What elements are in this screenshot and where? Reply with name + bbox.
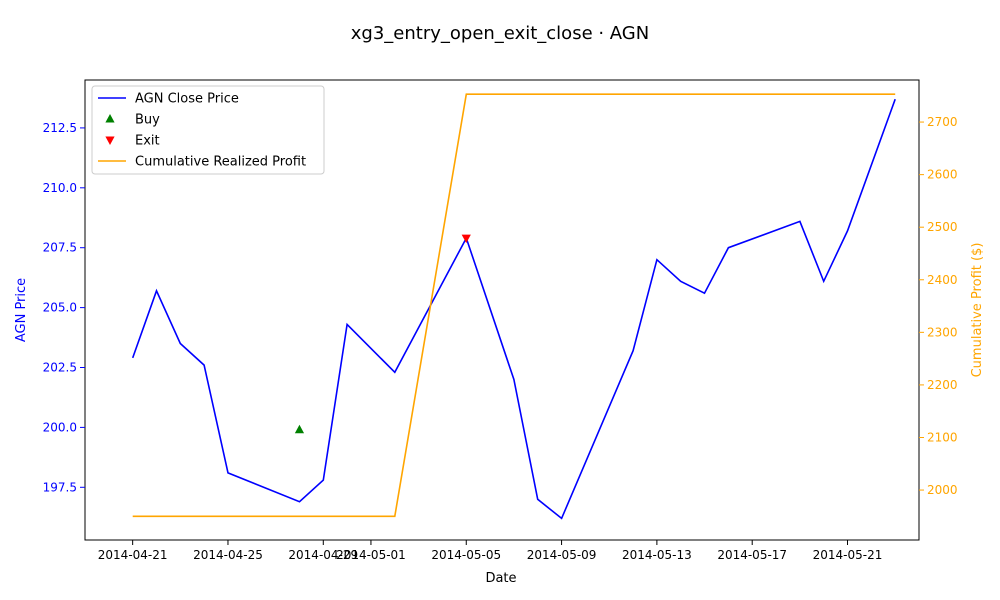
x-tick-label: 2014-05-09 [527,548,597,562]
right-y-tick-label: 2300 [927,325,958,339]
legend-label: Exit [135,134,160,149]
x-tick-label: 2014-05-21 [813,548,883,562]
legend-swatch-buy [105,114,115,123]
price-line [131,98,896,520]
right-y-tick-label: 2100 [927,430,958,444]
chart-title: xg3_entry_open_exit_close · AGN [351,23,649,44]
legend-box [91,85,325,175]
x-tick-label: 2014-04-29 [288,548,358,562]
left-y-tick-label: 202.5 [43,361,77,375]
legend-label: Cumulative Realized Profit [135,155,306,170]
legend-label: AGN Close Price [135,92,239,107]
plot-area [131,93,896,520]
right-y-tick-label: 2000 [927,483,958,497]
left-y-tick-label: 197.5 [43,480,77,494]
right-y-tick-label: 2700 [927,115,958,129]
left-y-tick-label: 205.0 [43,301,77,315]
left-axis-label: AGN Price [14,278,29,342]
x-tick-label: 2014-05-13 [622,548,692,562]
x-tick-label: 2014-04-25 [193,548,263,562]
right-y-tick-label: 2500 [927,220,958,234]
left-y-tick-label: 212.5 [43,121,77,135]
x-tick-label: 2014-05-01 [336,548,406,562]
left-y-tick-label: 210.0 [43,181,77,195]
x-tick-label: 2014-04-21 [98,548,168,562]
legend-label: Buy [135,113,160,128]
x-tick-label: 2014-05-05 [431,548,501,562]
x-axis-label: Date [485,571,516,586]
legend: AGN Close Price Buy Exit Cumulative Realize… [91,85,325,175]
right-y-tick-label: 2600 [927,168,958,182]
legend-swatch-exit [105,136,115,145]
right-y-tick-label: 2200 [927,378,958,392]
exit-marker [461,234,471,244]
axes: 2014-04-21 2014-04-25 2014-04-292014-05-01… [43,79,958,562]
buy-marker [294,424,305,434]
right-axis-label: Cumulative Profit ($) [970,243,985,378]
right-y-tick-label: 2400 [927,273,958,287]
profit-line [132,93,896,518]
x-tick-label: 2014-05-17 [717,548,787,562]
left-y-tick-label: 200.0 [43,420,77,434]
left-y-tick-label: 207.5 [43,241,77,255]
plot-frame [84,79,920,541]
